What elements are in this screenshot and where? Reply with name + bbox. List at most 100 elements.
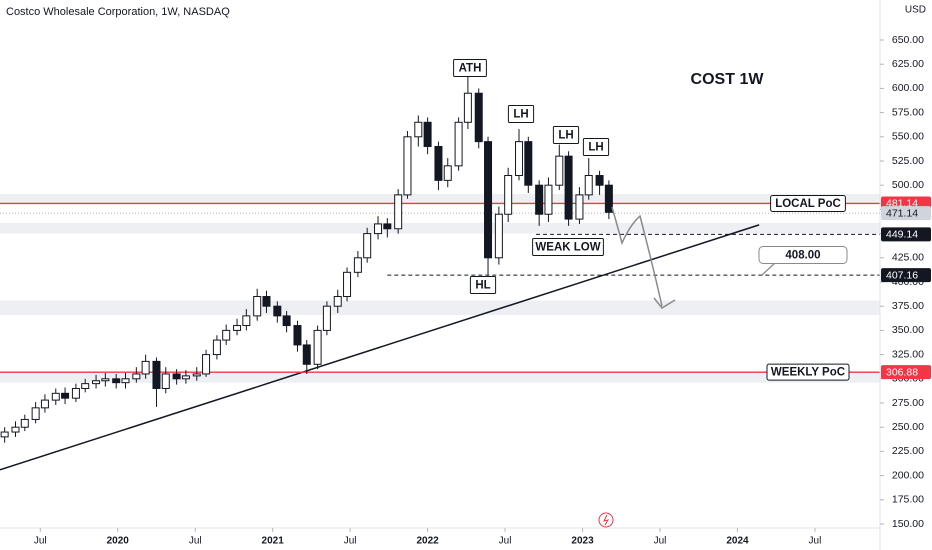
candle-body	[172, 373, 181, 380]
x-tick-label: Jul	[809, 536, 822, 547]
candle-body	[564, 155, 573, 220]
x-tick-label: 2022	[416, 536, 439, 547]
price-tag	[881, 227, 931, 242]
candle-body	[141, 360, 150, 375]
y-tick-label: 200.00	[892, 469, 924, 481]
annotation-box	[469, 276, 497, 294]
price-tag	[881, 365, 931, 380]
x-tick-label: Jul	[654, 536, 667, 547]
candle-body	[403, 136, 412, 196]
candle-body	[414, 121, 423, 138]
candle-body	[222, 329, 231, 341]
candle-body	[31, 407, 40, 420]
candle-body	[121, 378, 130, 384]
candle-body	[374, 223, 383, 235]
level-label: LOCAL PoC	[775, 198, 841, 210]
y-tick-label: 375.00	[892, 300, 924, 312]
x-tick-label: Jul	[499, 536, 512, 547]
y-tick-label: 650.00	[892, 34, 924, 46]
price-tag-label: 449.14	[886, 229, 918, 241]
candle-body	[282, 315, 291, 327]
candle-body	[302, 344, 311, 365]
y-tick-label: 550.00	[892, 131, 924, 143]
price-tag	[881, 206, 931, 221]
event-bolt	[603, 514, 610, 526]
candle-body	[604, 184, 613, 213]
candle-body	[242, 315, 251, 327]
price-tag-label: 407.16	[886, 269, 918, 281]
y-tick-label: 275.00	[892, 397, 924, 409]
candle-body	[484, 141, 493, 259]
price-tag-label: 471.14	[886, 207, 918, 219]
candle-body	[92, 380, 101, 385]
y-tick-label: 500.00	[892, 179, 924, 191]
candle-body	[595, 175, 604, 186]
annotation: LH	[558, 130, 573, 142]
candle-body	[535, 184, 544, 215]
candle-body	[454, 121, 463, 167]
annotation: HL	[475, 280, 490, 292]
x-tick-label: 2023	[571, 536, 594, 547]
y-tick-label: 575.00	[892, 106, 924, 118]
plot-area	[0, 76, 880, 471]
annotation: ATH	[459, 63, 482, 75]
candle-body	[233, 325, 242, 331]
annotation-box	[582, 138, 610, 156]
zone	[0, 300, 880, 315]
y-tick-label: 625.00	[892, 58, 924, 70]
annotation: LH	[588, 142, 603, 154]
candle-body	[575, 194, 584, 220]
candle-body	[515, 141, 524, 177]
x-tick-label: 2024	[726, 536, 749, 547]
level-label-box	[766, 363, 850, 381]
candle-body	[313, 329, 322, 365]
annotation-box	[532, 238, 604, 256]
y-tick-label: 250.00	[892, 421, 924, 433]
annotation-title: COST 1W	[691, 71, 765, 88]
candle-body	[504, 175, 513, 215]
y-tick-label: 325.00	[892, 348, 924, 360]
candle-body	[212, 339, 221, 356]
candle-body	[443, 165, 452, 181]
annotation-box	[453, 59, 487, 77]
candle-body	[544, 184, 553, 215]
x-tick-label: Jul	[344, 536, 357, 547]
event-icon	[598, 512, 614, 528]
candle-body	[11, 426, 20, 433]
candle-body	[192, 373, 201, 377]
x-tick-label: Jul	[34, 536, 47, 547]
x-tick-label: Jul	[189, 536, 202, 547]
candle-body	[394, 194, 403, 230]
candle-body	[181, 375, 190, 380]
price-tag-label: 306.88	[886, 366, 918, 378]
y-tick-label: 225.00	[892, 445, 924, 457]
price-tag	[881, 268, 931, 283]
y-tick-label: 150.00	[892, 518, 924, 530]
currency: USD	[905, 5, 926, 16]
y-tick-label: 425.00	[892, 252, 924, 264]
y-tick-label: 525.00	[892, 155, 924, 167]
candle-body	[494, 213, 503, 259]
zone	[0, 372, 880, 383]
candle-body	[40, 399, 49, 409]
candle-body	[333, 296, 342, 307]
annotation-box	[552, 126, 580, 144]
candle-body	[101, 378, 110, 382]
candle-body	[262, 296, 271, 307]
candle-body	[524, 141, 533, 186]
candle-body	[555, 155, 564, 186]
candle-body	[423, 121, 432, 147]
annotation-box	[758, 246, 848, 264]
y-tick-label: 350.00	[892, 324, 924, 336]
annotation: WEAK LOW	[535, 242, 600, 254]
trendline	[0, 224, 760, 471]
level-label-box	[770, 194, 846, 212]
projection-arrow	[611, 206, 663, 307]
chart-title: Costco Wholesale Corporation, 1W, NASDAQ	[6, 6, 230, 18]
candle-body	[353, 257, 362, 273]
y-tick-label: 175.00	[892, 494, 924, 506]
candle-body	[152, 360, 161, 389]
candle-body	[383, 223, 392, 230]
level-label: WEEKLY PoC	[771, 367, 845, 379]
annotation: LH	[513, 109, 528, 121]
